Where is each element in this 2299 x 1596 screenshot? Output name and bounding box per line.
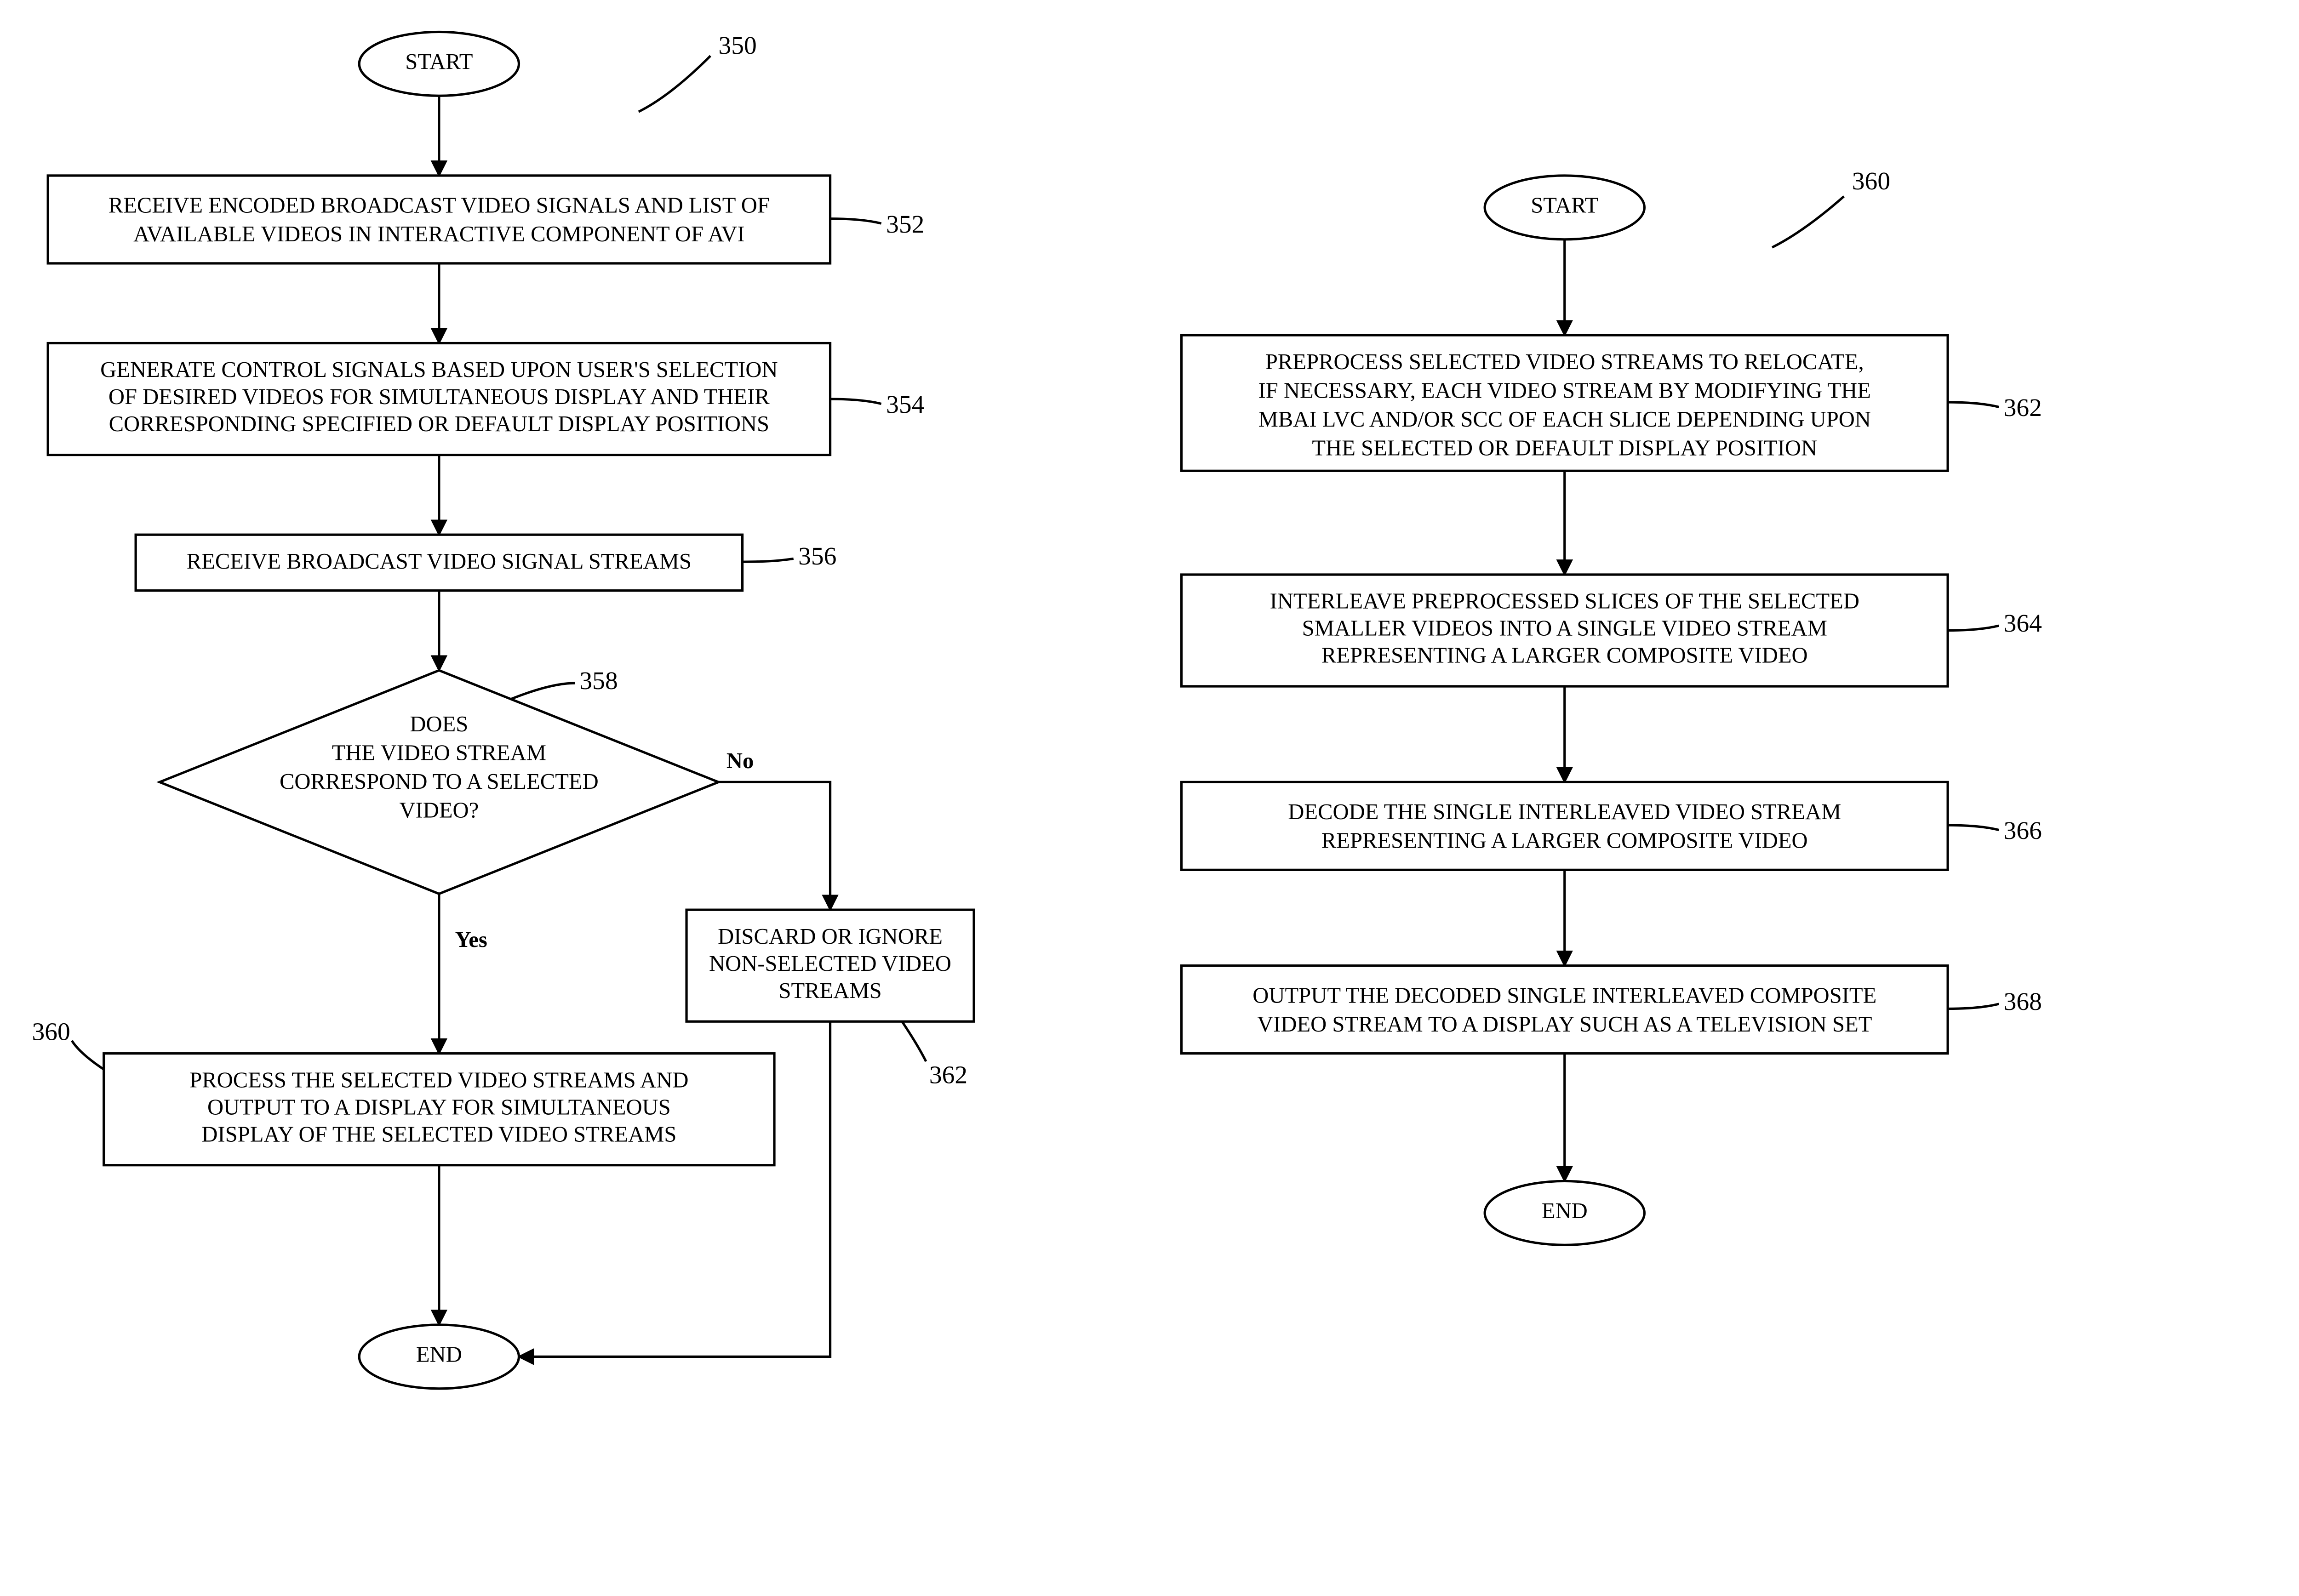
leader-350 <box>639 56 710 112</box>
decision-358-line4: VIDEO? <box>399 798 479 823</box>
ref-358: 358 <box>579 667 618 695</box>
box-354-line1: GENERATE CONTROL SIGNALS BASED UPON USER… <box>100 357 778 382</box>
edge-no <box>719 782 830 910</box>
decision-358-line1: DOES <box>410 712 468 736</box>
box-366-line1: DECODE THE SINGLE INTERLEAVED VIDEO STRE… <box>1288 799 1841 824</box>
box-364-line1: INTERLEAVE PREPROCESSED SLICES OF THE SE… <box>1270 589 1859 614</box>
leader-358 <box>511 683 575 699</box>
flowchart-canvas: 350 START RECEIVE ENCODED BROADCAST VIDE… <box>0 0 2299 1596</box>
box-discard-line2: NON-SELECTED VIDEO <box>709 951 951 976</box>
ref-356: 356 <box>798 542 836 570</box>
ref-discard-362: 362 <box>929 1060 967 1089</box>
ref-368: 368 <box>2004 987 2042 1016</box>
box-364-line3: REPRESENTING A LARGER COMPOSITE VIDEO <box>1321 643 1808 668</box>
box-352-line1: RECEIVE ENCODED BROADCAST VIDEO SIGNALS … <box>109 193 770 218</box>
box-discard-line1: DISCARD OR IGNORE <box>718 924 943 949</box>
box-360-line1: PROCESS THE SELECTED VIDEO STREAMS AND <box>189 1067 688 1092</box>
box-360-line2: OUTPUT TO A DISPLAY FOR SIMULTANEOUS <box>207 1094 671 1119</box>
ref-354: 354 <box>886 390 924 419</box>
leader-discard-362 <box>902 1021 926 1061</box>
end-label-left: END <box>416 1342 462 1367</box>
box-352-line2: AVAILABLE VIDEOS IN INTERACTIVE COMPONEN… <box>133 222 745 246</box>
leader-362r <box>1948 402 1999 407</box>
box-366 <box>1181 782 1948 870</box>
box-356-line1: RECEIVE BROADCAST VIDEO SIGNAL STREAMS <box>187 549 692 574</box>
box-354-line3: CORRESPONDING SPECIFIED OR DEFAULT DISPL… <box>109 411 769 436</box>
ref-364: 364 <box>2004 609 2042 638</box>
box-discard-line3: STREAMS <box>778 978 881 1003</box>
figure-ref-360: 360 <box>1852 167 1890 195</box>
leader-352 <box>830 219 881 223</box>
box-366-line2: REPRESENTING A LARGER COMPOSITE VIDEO <box>1321 828 1808 853</box>
box-368-line1: OUTPUT THE DECODED SINGLE INTERLEAVED CO… <box>1252 983 1876 1008</box>
end-label-right: END <box>1542 1198 1588 1223</box>
ref-362r: 362 <box>2004 393 2042 422</box>
decision-358-line2: THE VIDEO STREAM <box>332 741 546 765</box>
box-362r-line3: MBAI LVC AND/OR SCC OF EACH SLICE DEPEND… <box>1258 407 1871 432</box>
leader-360 <box>72 1041 103 1069</box>
decision-358-line3: CORRESPOND TO A SELECTED <box>280 769 599 794</box>
box-354-line2: OF DESIRED VIDEOS FOR SIMULTANEOUS DISPL… <box>109 384 770 409</box>
box-368 <box>1181 966 1948 1054</box>
leader-366 <box>1948 825 1999 830</box>
leader-356 <box>743 559 794 562</box>
figure-ref-350: 350 <box>719 31 757 60</box>
box-362r-line1: PREPROCESS SELECTED VIDEO STREAMS TO REL… <box>1265 349 1864 374</box>
ref-352: 352 <box>886 210 924 239</box>
box-364-line2: SMALLER VIDEOS INTO A SINGLE VIDEO STREA… <box>1302 616 1827 641</box>
leader-364 <box>1948 626 1999 630</box>
box-352 <box>48 176 830 263</box>
ref-366: 366 <box>2004 816 2042 845</box>
box-368-line2: VIDEO STREAM TO A DISPLAY SUCH AS A TELE… <box>1257 1012 1872 1037</box>
no-label: No <box>726 748 754 773</box>
box-362r-line4: THE SELECTED OR DEFAULT DISPLAY POSITION <box>1312 435 1817 460</box>
leader-354 <box>830 399 881 404</box>
start-label-left: START <box>405 49 473 74</box>
start-label-right: START <box>1531 193 1598 218</box>
box-360-line3: DISPLAY OF THE SELECTED VIDEO STREAMS <box>201 1122 676 1146</box>
yes-label: Yes <box>455 927 487 952</box>
leader-368 <box>1948 1004 1999 1009</box>
ref-360: 360 <box>32 1018 70 1046</box>
leader-fig360 <box>1772 196 1844 247</box>
box-362r-line2: IF NECESSARY, EACH VIDEO STREAM BY MODIF… <box>1258 378 1871 403</box>
